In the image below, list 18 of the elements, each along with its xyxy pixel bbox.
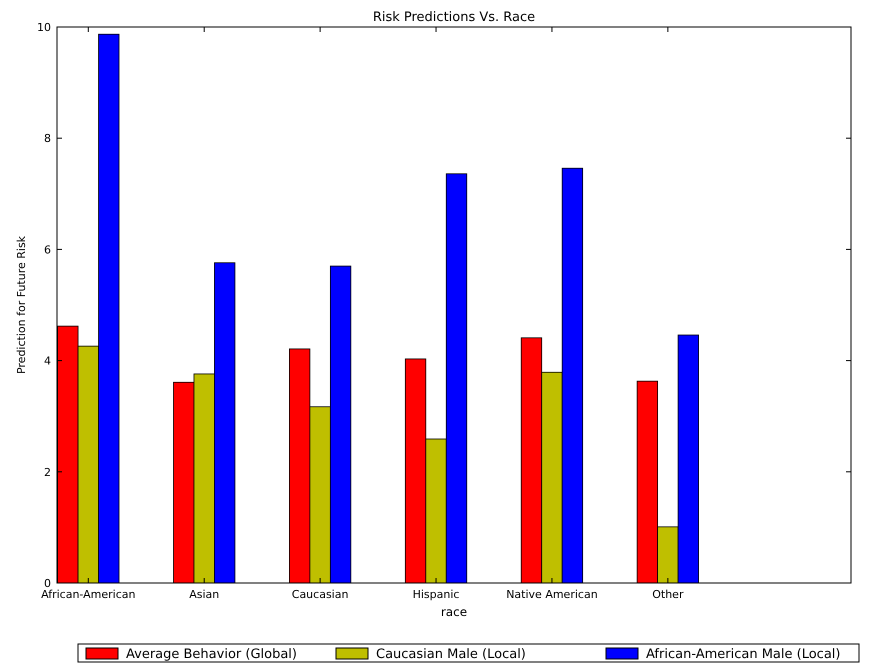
y-tick-label: 8 <box>44 132 51 146</box>
x-tick-label: Hispanic <box>412 588 460 601</box>
y-tick-label: 2 <box>44 466 51 479</box>
x-tick-label: Native American <box>506 588 598 601</box>
y-tick-label: 4 <box>44 354 51 368</box>
y-tick-label: 0 <box>44 577 51 590</box>
chart-title: Risk Predictions Vs. Race <box>372 10 536 25</box>
legend-label: Average Behavior (Global) <box>126 647 297 662</box>
x-tick-label: Caucasian <box>292 588 348 601</box>
x-tick-label: African-American <box>41 588 136 601</box>
y-axis-title: Prediction for Future Risk <box>15 235 28 374</box>
y-tick-label: 6 <box>44 243 51 256</box>
legend-label: Caucasian Male (Local) <box>376 647 526 662</box>
legend-label: African-American Male (Local) <box>646 647 840 662</box>
x-tick-label: Other <box>652 588 684 601</box>
y-tick-label: 10 <box>37 21 51 34</box>
x-tick-label: Asian <box>189 588 220 601</box>
x-axis-title: race <box>440 605 468 619</box>
